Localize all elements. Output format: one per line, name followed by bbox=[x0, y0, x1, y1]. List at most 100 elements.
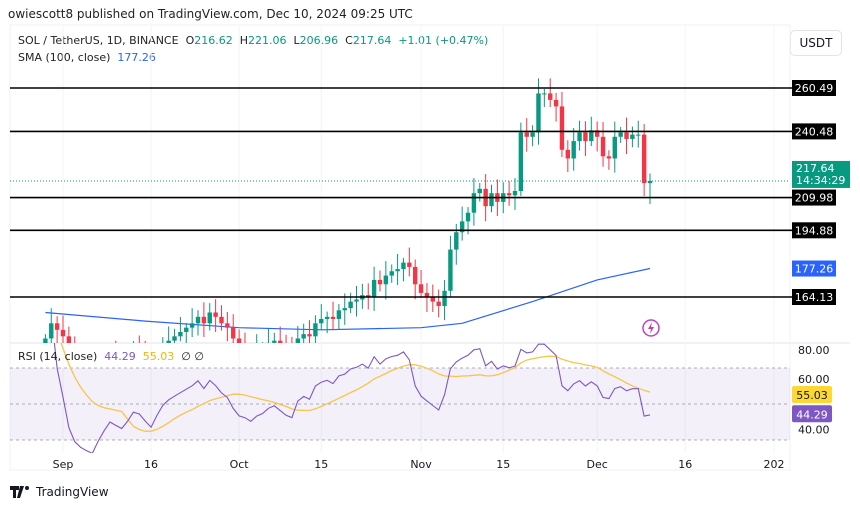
rsi-ma-value: 55.03 bbox=[142, 350, 175, 363]
rsi-extra: ∅ ∅ bbox=[181, 350, 204, 363]
candle bbox=[301, 323, 306, 343]
candle bbox=[295, 326, 300, 343]
tradingview-logo-icon bbox=[10, 486, 29, 498]
candle bbox=[256, 334, 258, 343]
candle-body bbox=[195, 316, 201, 324]
candle bbox=[565, 140, 571, 173]
candle bbox=[219, 305, 224, 331]
candle-body bbox=[647, 180, 653, 184]
candle-body bbox=[243, 347, 247, 349]
rsi-line bbox=[53, 343, 651, 453]
candle bbox=[436, 289, 441, 318]
candle bbox=[612, 121, 617, 173]
candle bbox=[407, 247, 412, 277]
candle-body bbox=[201, 316, 207, 324]
x-axis-tick: Nov bbox=[410, 458, 432, 471]
candle-body bbox=[471, 193, 477, 213]
x-axis-tick: Dec bbox=[587, 458, 608, 471]
x-axis-tick: 15 bbox=[496, 458, 510, 471]
candle-body bbox=[577, 132, 582, 142]
candle bbox=[54, 316, 60, 343]
price-level-tag bbox=[792, 222, 836, 239]
candle bbox=[548, 78, 553, 108]
candle-body bbox=[559, 106, 565, 150]
candle bbox=[262, 342, 264, 343]
low-label: L bbox=[293, 34, 300, 47]
candle bbox=[383, 261, 389, 300]
candle-body bbox=[324, 316, 330, 319]
x-axis-tick: 16 bbox=[678, 458, 692, 471]
candle bbox=[636, 120, 641, 148]
candle bbox=[336, 304, 342, 330]
candle bbox=[577, 120, 582, 151]
candle bbox=[342, 293, 347, 325]
candle bbox=[213, 299, 218, 332]
candle-body bbox=[418, 284, 424, 293]
candle-body bbox=[277, 340, 283, 343]
candle bbox=[207, 303, 212, 331]
candle-body bbox=[49, 323, 54, 339]
candle bbox=[266, 327, 271, 343]
candle bbox=[489, 184, 494, 213]
candle-body bbox=[172, 336, 177, 341]
candle bbox=[225, 311, 230, 342]
high-value: 221.06 bbox=[248, 34, 287, 47]
candle bbox=[313, 315, 318, 343]
candle bbox=[371, 266, 377, 311]
sma-legend[interactable]: SMA (100, close) 177.26 bbox=[18, 51, 156, 64]
candle bbox=[138, 335, 140, 343]
rsi-tag bbox=[792, 405, 832, 423]
x-axis-tick: 16 bbox=[144, 458, 158, 471]
candle bbox=[506, 181, 512, 206]
candle-body bbox=[266, 342, 271, 343]
candle-body bbox=[377, 279, 383, 285]
candle bbox=[162, 337, 164, 343]
close-value: 217.64 bbox=[352, 34, 392, 47]
candle-body bbox=[465, 212, 471, 222]
candle-body bbox=[330, 316, 336, 319]
candle-body bbox=[624, 132, 629, 139]
candle bbox=[277, 326, 283, 343]
tradingview-logo[interactable]: TradingView bbox=[10, 485, 109, 499]
candle bbox=[319, 304, 324, 330]
candle-body bbox=[506, 193, 512, 196]
candle-body bbox=[436, 301, 441, 306]
candle-body bbox=[518, 132, 524, 192]
candle-body bbox=[636, 134, 641, 136]
candle bbox=[272, 332, 277, 343]
candle-body bbox=[594, 130, 600, 137]
symbol-name[interactable]: SOL / TetherUS, 1D, BINANCE bbox=[18, 34, 179, 47]
price-level-label: 209.98 bbox=[795, 192, 834, 205]
candle bbox=[442, 279, 447, 321]
rsi-axis-tick: 60.00 bbox=[798, 373, 830, 386]
candle bbox=[459, 206, 465, 241]
candle bbox=[74, 336, 76, 343]
candle bbox=[647, 173, 653, 205]
candle bbox=[250, 342, 252, 343]
candle-body bbox=[66, 336, 72, 343]
rsi-legend[interactable]: RSI (14, close) 44.29 55.03 ∅ ∅ bbox=[18, 350, 204, 363]
candle-body bbox=[166, 340, 171, 343]
candle bbox=[236, 329, 242, 343]
candle-body bbox=[336, 310, 342, 319]
candle bbox=[542, 88, 547, 108]
candle-body bbox=[366, 295, 371, 298]
price-level-label: 164.13 bbox=[795, 291, 834, 304]
candle-body bbox=[512, 191, 518, 196]
sma-price-label: 177.26 bbox=[795, 263, 834, 276]
candle-body bbox=[383, 275, 389, 285]
candle-body bbox=[301, 334, 306, 339]
candle bbox=[600, 122, 606, 167]
candle-body bbox=[395, 269, 400, 272]
x-axis-tick: Sep bbox=[53, 458, 74, 471]
candle-body bbox=[319, 318, 324, 324]
lightning-icon[interactable] bbox=[642, 319, 660, 337]
candle-body bbox=[284, 345, 288, 349]
candle bbox=[559, 91, 565, 158]
candle-body bbox=[219, 316, 224, 324]
candle bbox=[518, 122, 524, 196]
candle-body bbox=[477, 188, 482, 194]
rsi-ma-tag-label: 55.03 bbox=[796, 389, 828, 402]
candle-body bbox=[548, 93, 553, 100]
